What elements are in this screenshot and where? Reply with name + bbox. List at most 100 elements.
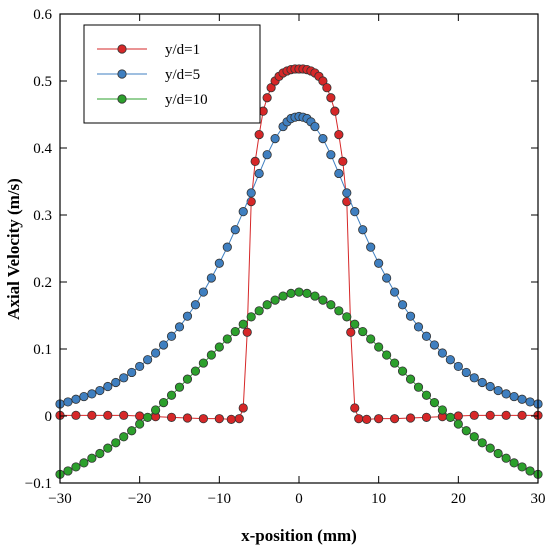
data-point [127,367,137,378]
series-layer [55,64,543,479]
data-point [525,466,535,476]
data-point [461,426,471,436]
x-tick-label: 30 [531,491,546,507]
data-point [485,410,495,420]
data-point [111,377,121,388]
y-tick-label: 0.5 [33,74,52,90]
data-point [246,188,256,198]
data-point [330,106,340,116]
data-point [158,340,169,350]
data-point [469,373,479,383]
legend: y/d=1 y/d=5 y/d=10 [83,24,261,124]
data-point [421,412,432,422]
data-point [103,381,113,392]
data-point [326,300,336,310]
data-point [103,443,113,453]
data-point [493,448,503,459]
x-tick-label: 0 [295,491,303,507]
data-point [119,373,129,383]
data-point [71,394,81,404]
data-point [485,443,495,453]
data-point [198,287,208,297]
data-point [174,382,185,392]
data-point [174,322,185,332]
data-point [350,207,360,217]
data-point [182,374,193,384]
data-point [143,412,153,422]
data-point [242,327,252,337]
data-point [103,410,113,420]
data-point [166,412,177,422]
data-point [421,390,432,400]
x-tick-label: 10 [371,491,386,507]
data-point [429,340,440,350]
data-point [469,432,479,442]
data-point [461,367,471,378]
data-point [206,273,216,283]
y-tick-label: 0.1 [33,342,52,358]
data-point [469,410,479,420]
data-point [334,130,344,140]
data-point [517,394,527,404]
data-point [111,438,121,448]
data-point [358,326,368,337]
data-point [397,366,408,376]
data-point [190,366,201,376]
y-axis-title: Axial Velocity (m/s) [4,178,23,320]
data-point [350,319,360,329]
data-point [397,300,408,310]
data-point [214,414,224,424]
data-point [310,291,320,301]
data-point [453,411,463,421]
data-point [270,295,280,305]
data-point [262,150,272,160]
data-point [238,319,248,329]
data-point [350,403,360,413]
data-point [354,414,364,424]
legend-marker [117,94,127,104]
y-tick-label: 0.6 [33,7,52,23]
data-point [501,453,511,463]
data-point [166,390,177,400]
data-point [198,358,208,368]
data-point [374,414,384,424]
data-point [445,412,455,422]
data-point [413,322,424,332]
data-point [87,453,97,463]
data-point [389,287,400,297]
data-point [226,414,236,424]
data-point [453,361,463,372]
data-point [501,410,511,420]
data-point [366,242,376,252]
data-point [182,311,193,321]
data-point [405,374,416,384]
data-point [238,403,248,413]
data-point [79,458,89,468]
data-point [119,432,129,442]
data-point [334,168,344,179]
data-point [318,76,328,86]
data-point [87,410,97,420]
data-point [135,361,145,372]
data-point [374,258,384,268]
data-point [310,121,320,132]
data-point [501,389,511,399]
data-point [87,389,97,399]
data-point [143,355,153,365]
data-point [135,419,145,429]
data-point [95,448,105,459]
data-point [71,410,81,420]
data-point [453,419,463,429]
data-point [222,334,232,344]
data-point [362,414,372,424]
data-point [322,83,332,93]
data-point [151,405,161,415]
x-tick-label: 20 [451,491,466,507]
data-point [222,242,232,252]
data-point [254,306,264,316]
data-point [198,414,208,424]
y-tick-label: 0.3 [33,208,52,224]
data-point [493,385,503,396]
y-tick-label: −0.1 [25,476,52,492]
